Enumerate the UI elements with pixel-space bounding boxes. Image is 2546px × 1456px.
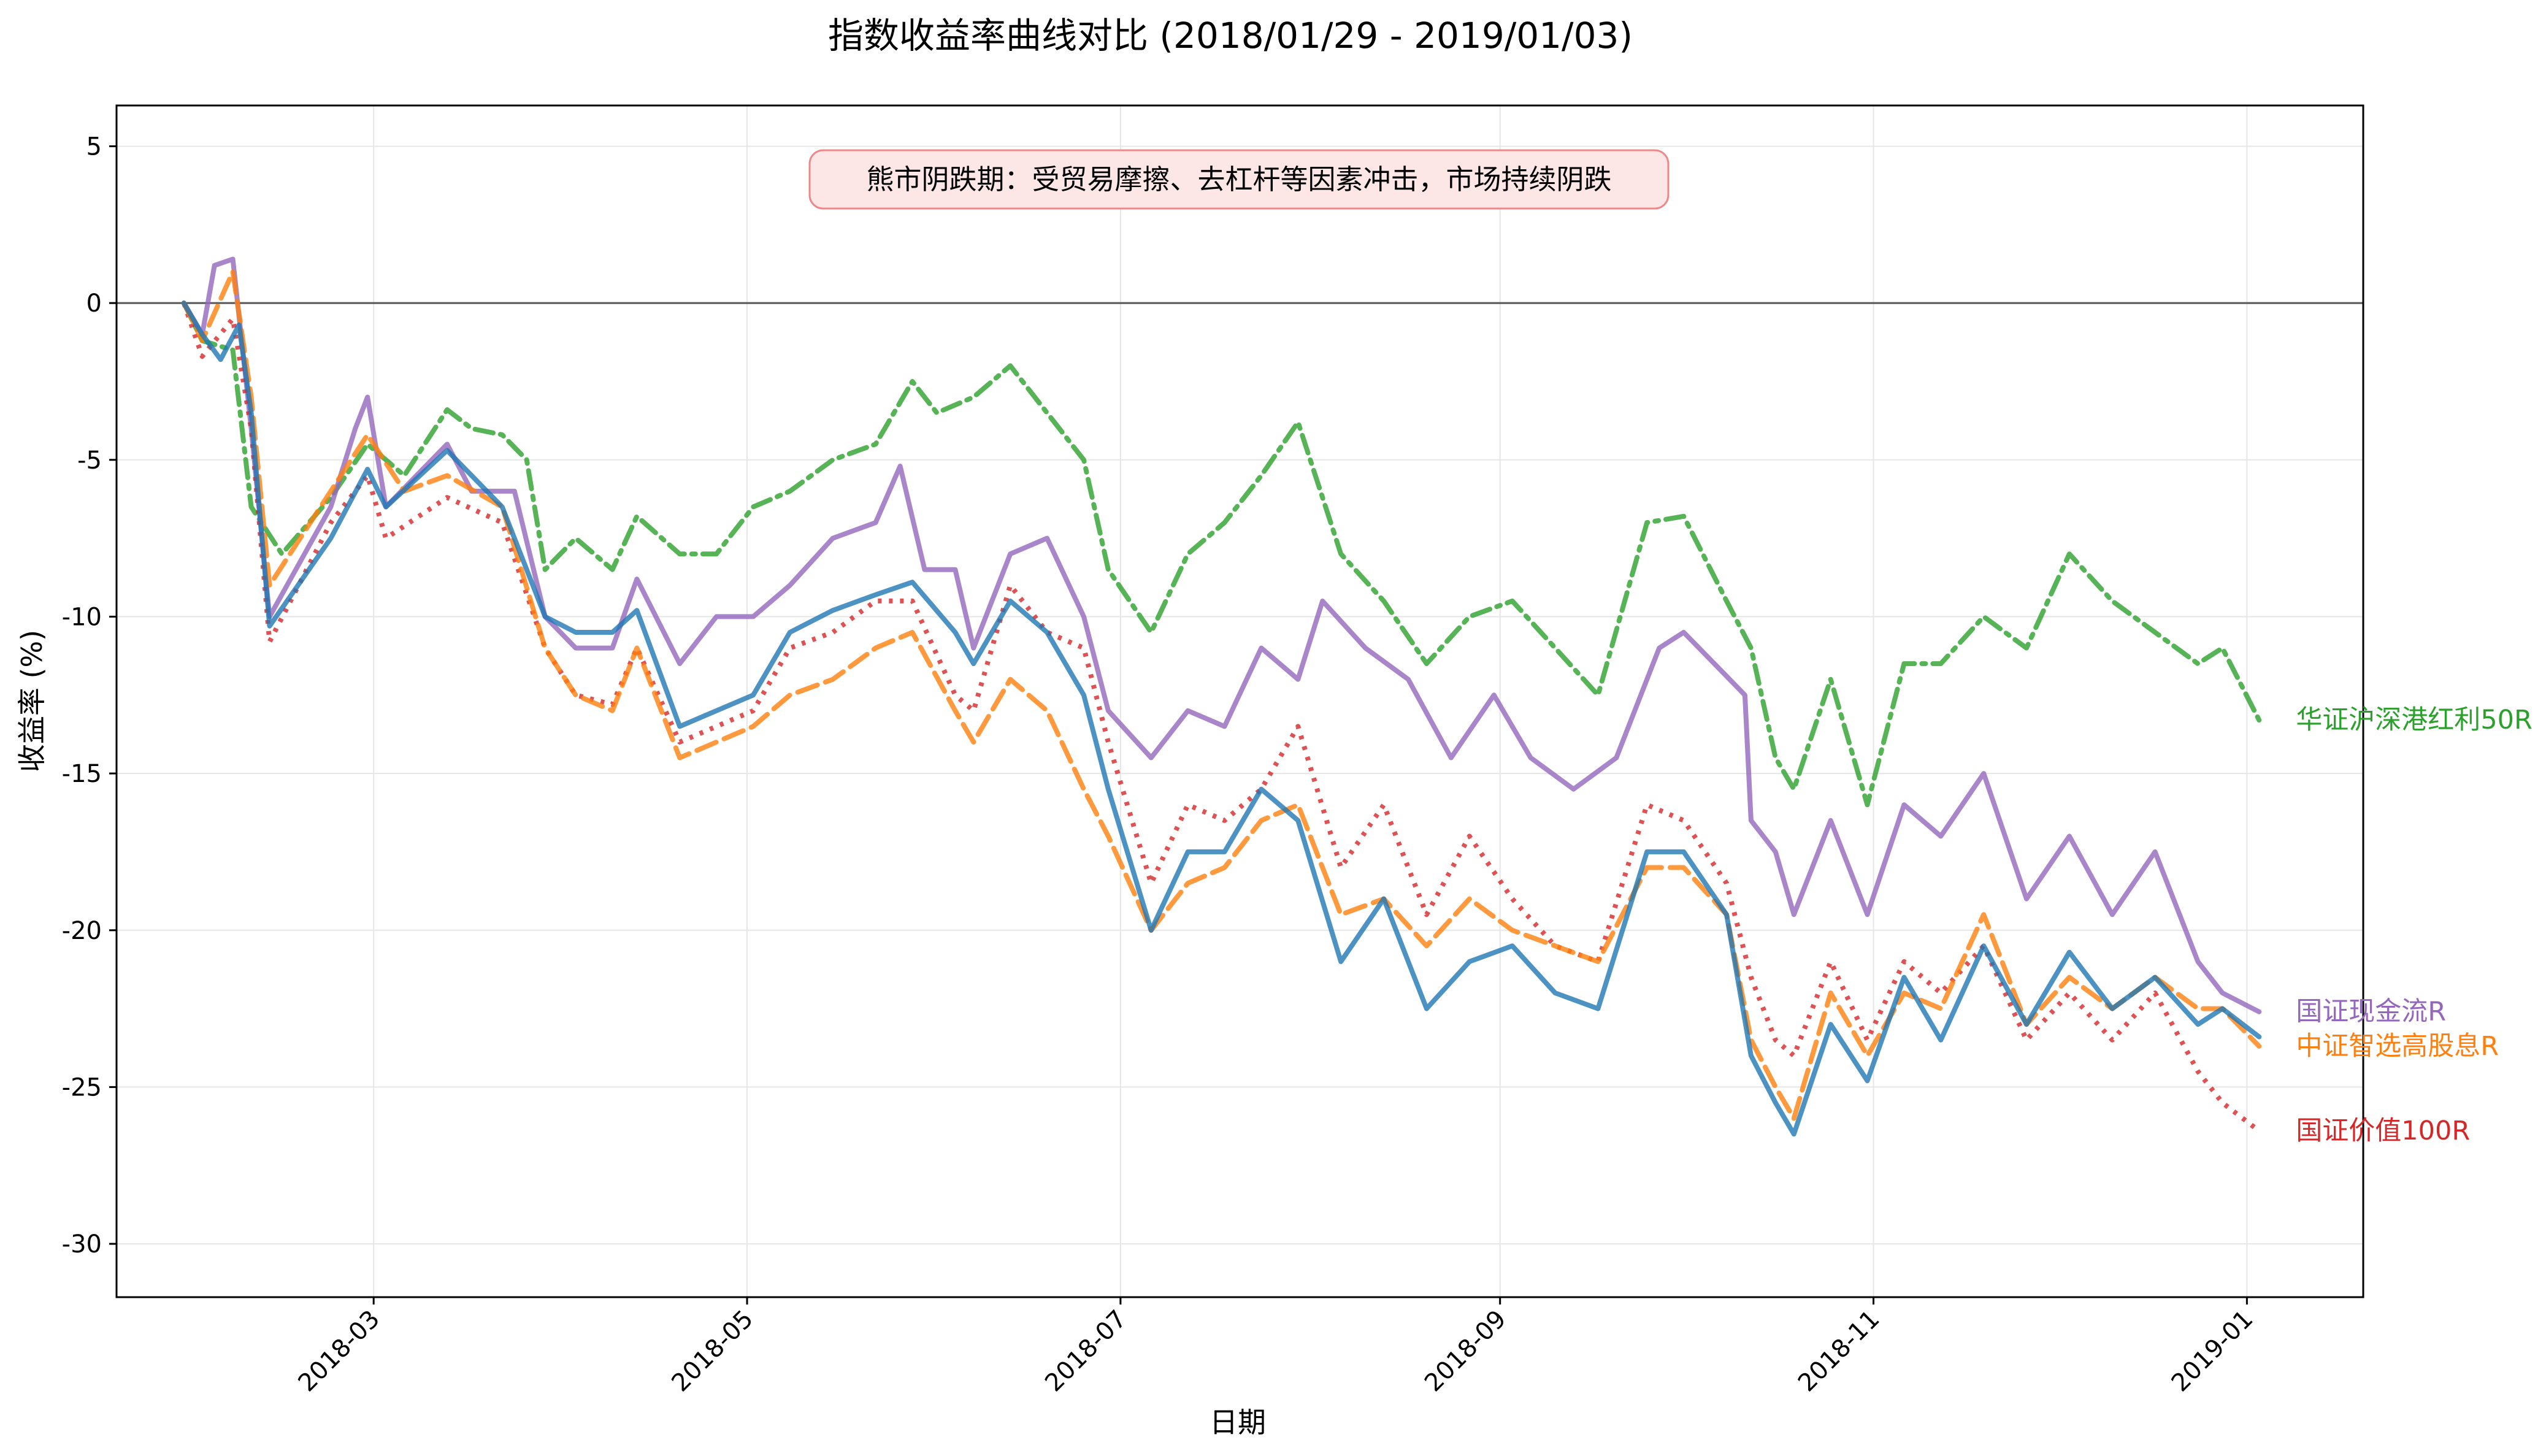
- annotation-background: [808, 149, 1670, 210]
- x-axis-label: 日期: [1210, 1406, 1266, 1439]
- y-tick-label: -20: [62, 917, 102, 945]
- x-tick-label: 2018-09: [1419, 1305, 1512, 1398]
- y-axis-label: 收益率 (%): [15, 630, 48, 772]
- x-tick-label: 2019-01: [2166, 1305, 2259, 1398]
- y-tick-label: -10: [62, 603, 102, 631]
- series-line: [181, 269, 2262, 1121]
- y-tick-label: 0: [86, 289, 102, 318]
- y-tick-label: -15: [62, 760, 102, 788]
- series-line: [182, 302, 2261, 1133]
- x-tick-label: 2018-03: [293, 1305, 386, 1398]
- series-end-label: 国证价值100R: [2296, 1116, 2470, 1146]
- x-tick-label: 2018-07: [1040, 1305, 1132, 1398]
- series-end-labels: 华证沪深港红利50R 国证现金流R 中证智选高股息R 国证价值100R: [2296, 705, 2533, 1146]
- series-line: [181, 256, 2262, 1014]
- series-lines: [181, 256, 2262, 1137]
- grid: [117, 105, 2363, 1297]
- series-end-label: 国证现金流R: [2296, 997, 2446, 1027]
- series-end-label: 中证智选高股息R: [2296, 1031, 2499, 1062]
- y-tick-label: -30: [62, 1230, 102, 1259]
- plot-area-frame: [115, 104, 2364, 1298]
- y-axis-ticks: 5 0 -5 -10 -15 -20 -25 -30: [62, 132, 117, 1259]
- series-line: [181, 301, 2262, 1137]
- annotation-box: 熊市阴跌期：受贸易摩擦、去杠杆等因素冲击，市场持续阴跌: [808, 149, 1670, 210]
- y-tick-label: -5: [77, 446, 102, 475]
- x-tick-label: 2018-05: [666, 1305, 759, 1398]
- y-tick-label: -25: [62, 1073, 102, 1102]
- x-axis-ticks: 2018-03 2018-05 2018-07 2018-09 2018-11 2019-…: [293, 1297, 2259, 1398]
- chart-title: 指数收益率曲线对比 (2018/01/29 - 2019/01/03): [828, 15, 1633, 56]
- annotation-text: 熊市阴跌期：受贸易摩擦、去杠杆等因素冲击，市场持续阴跌: [866, 163, 1611, 196]
- x-tick-label: 2018-11: [1793, 1305, 1885, 1398]
- y-tick-label: 5: [86, 132, 102, 161]
- series-end-label: 华证沪深港红利50R: [2296, 705, 2533, 735]
- series-line: [181, 301, 2262, 808]
